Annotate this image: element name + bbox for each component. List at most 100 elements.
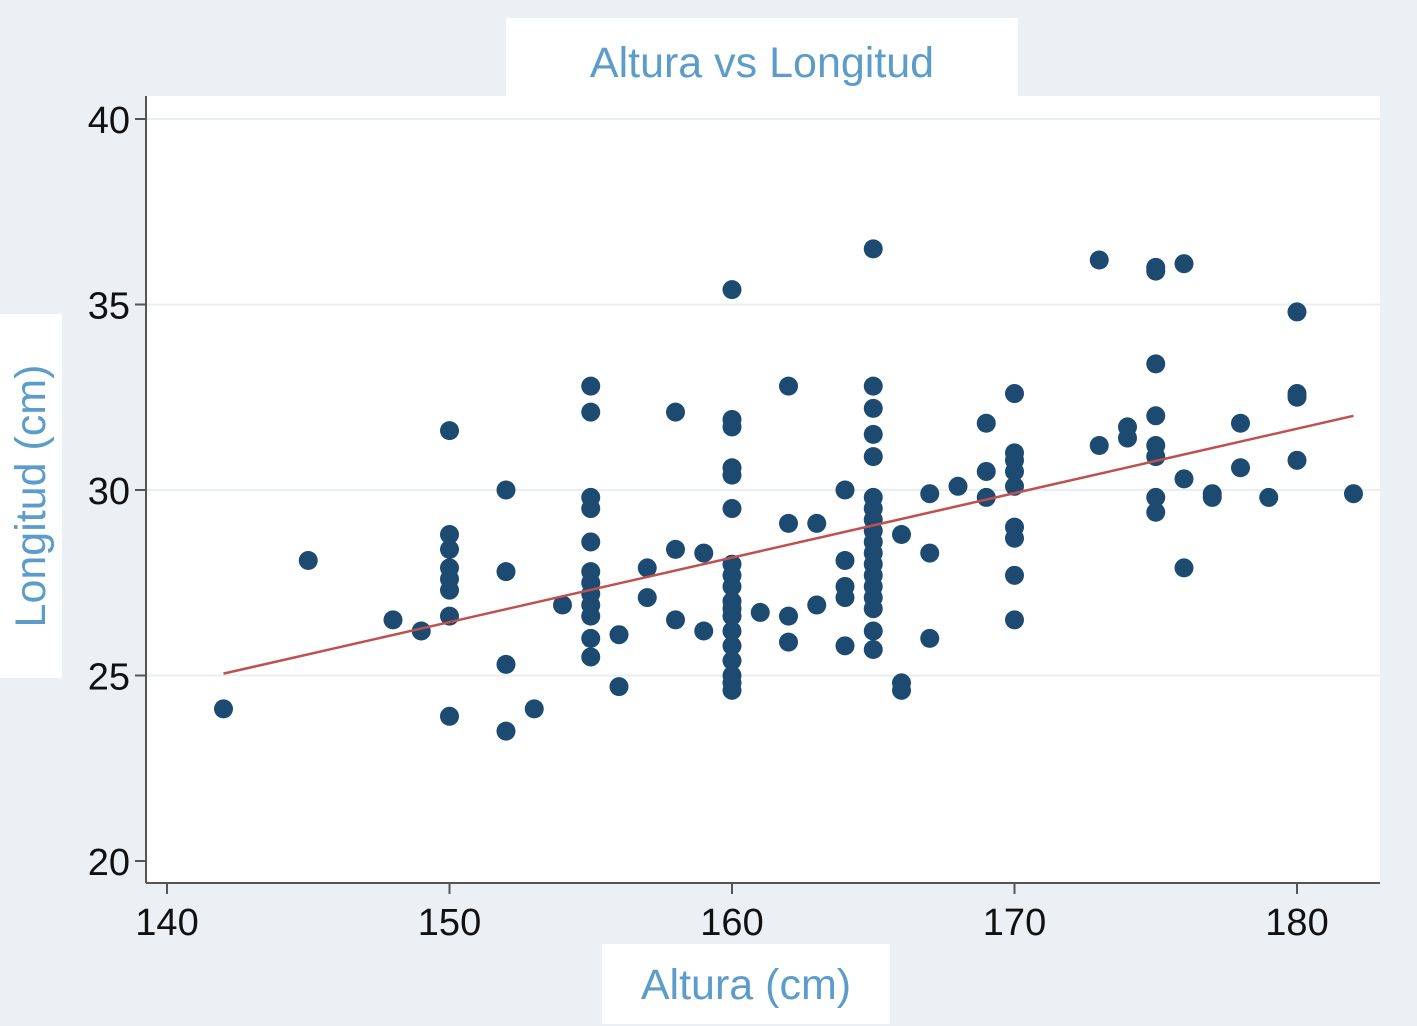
data-point [976, 487, 996, 507]
data-point [807, 595, 827, 615]
data-point [440, 539, 459, 559]
data-point [1231, 413, 1250, 433]
data-point [1005, 528, 1024, 548]
y-tick-label-40: 40 [88, 100, 130, 142]
data-point [666, 402, 685, 422]
data-point [581, 606, 601, 626]
data-point [1202, 487, 1222, 507]
data-point [835, 636, 855, 656]
data-point [892, 680, 911, 700]
x-tick-label-150: 150 [418, 902, 481, 944]
y-axis-label: Longitud (cm) [7, 364, 55, 628]
y-axis-label-box: Longitud (cm) [0, 314, 62, 678]
data-point [835, 588, 855, 608]
data-point [496, 721, 516, 741]
data-point [1005, 461, 1024, 481]
data-point [214, 699, 233, 719]
data-point [722, 680, 742, 700]
data-point [553, 595, 572, 615]
y-tick-label-35: 35 [88, 286, 130, 328]
data-point [722, 465, 742, 485]
data-point [1089, 250, 1109, 270]
data-point [637, 588, 657, 608]
data-point [581, 532, 601, 552]
data-point [1146, 261, 1166, 281]
data-point [920, 543, 940, 563]
data-point [863, 398, 883, 418]
data-point [1005, 610, 1024, 630]
data-point [694, 621, 714, 641]
data-point [722, 417, 742, 437]
data-point [666, 539, 685, 559]
data-point [750, 602, 770, 622]
data-point [976, 461, 996, 481]
data-point [920, 628, 940, 648]
data-point [976, 413, 996, 433]
y-tick-label-20: 20 [88, 842, 130, 884]
chart-title: Altura vs Longitud [589, 39, 935, 87]
data-point [722, 499, 742, 519]
data-point [1146, 487, 1166, 507]
data-point [637, 558, 657, 578]
data-point [779, 632, 798, 652]
data-point [383, 610, 403, 630]
x-tick-label-160: 160 [700, 902, 763, 944]
data-point [835, 550, 855, 570]
data-point [1259, 487, 1279, 507]
data-point [609, 625, 629, 645]
data-point [1231, 458, 1250, 478]
data-point [779, 513, 798, 533]
x-axis-label-box: Altura (cm) [602, 944, 890, 1024]
data-point [863, 640, 883, 660]
data-point [835, 480, 855, 500]
title-box: Altura vs Longitud [506, 18, 1018, 100]
data-point [948, 476, 968, 496]
data-point [581, 402, 601, 422]
data-point [440, 421, 459, 441]
data-point [1146, 502, 1166, 522]
data-point [1089, 435, 1109, 455]
fit-line [223, 414, 1354, 675]
data-point [779, 376, 798, 396]
data-point [581, 647, 601, 667]
data-point [1287, 450, 1307, 470]
data-point [496, 562, 516, 582]
data-point [440, 580, 459, 600]
x-axis-label: Altura (cm) [640, 961, 852, 1009]
data-point [722, 621, 742, 641]
data-point [863, 376, 883, 396]
data-point [722, 651, 742, 671]
data-point [1118, 428, 1137, 448]
data-point [609, 677, 629, 697]
data-point [863, 424, 883, 444]
data-point [496, 654, 516, 674]
y-tick-label-30: 30 [88, 471, 130, 513]
data-point [1344, 484, 1363, 504]
data-point [1174, 558, 1194, 578]
data-point [581, 628, 601, 648]
y-tick-label-25: 25 [88, 657, 130, 699]
data-point [863, 599, 883, 619]
data-point [779, 606, 798, 626]
x-tick-label-180: 180 [1265, 902, 1328, 944]
data-point [1005, 384, 1024, 404]
data-point [863, 239, 883, 259]
data-point [722, 576, 742, 596]
data-point [666, 610, 685, 630]
data-point [863, 621, 883, 641]
data-point [1005, 565, 1024, 585]
x-tick-label-140: 140 [135, 902, 198, 944]
data-point [892, 525, 911, 545]
data-point [1146, 354, 1166, 374]
x-tick-label-170: 170 [983, 902, 1046, 944]
data-point [722, 636, 742, 656]
data-point [440, 706, 459, 726]
data-point [524, 699, 544, 719]
data-point [694, 543, 714, 563]
data-point [1146, 406, 1166, 426]
data-point [298, 550, 318, 570]
data-point [722, 280, 742, 300]
data-point [1174, 254, 1194, 274]
